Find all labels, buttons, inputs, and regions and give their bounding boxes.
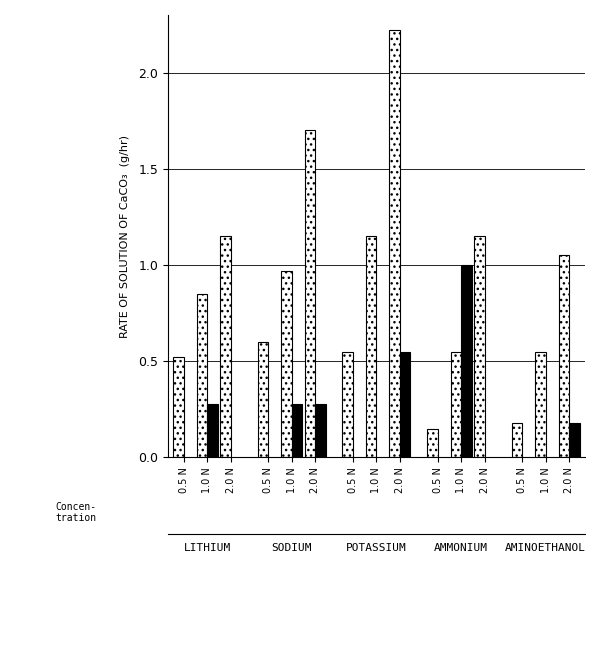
Bar (207, 404, 218, 457)
Bar (315, 404, 326, 457)
Bar (400, 351, 410, 457)
Bar (173, 357, 184, 457)
Bar (512, 422, 522, 457)
Bar (559, 255, 569, 457)
Bar (427, 428, 437, 457)
Bar (258, 342, 268, 457)
Bar (389, 30, 400, 457)
Bar (535, 351, 545, 457)
Bar (281, 271, 292, 457)
Bar (197, 294, 207, 457)
Bar (461, 265, 472, 457)
Bar (366, 236, 376, 457)
Bar (474, 236, 485, 457)
Bar (343, 351, 353, 457)
Bar (220, 236, 230, 457)
Bar (569, 422, 580, 457)
Text: Concen-
tration: Concen- tration (56, 501, 97, 523)
Y-axis label: RATE OF SOLUTION OF CaCO₃  (g/hr): RATE OF SOLUTION OF CaCO₃ (g/hr) (120, 134, 130, 338)
Bar (305, 130, 315, 457)
Bar (451, 351, 461, 457)
Bar (292, 404, 302, 457)
